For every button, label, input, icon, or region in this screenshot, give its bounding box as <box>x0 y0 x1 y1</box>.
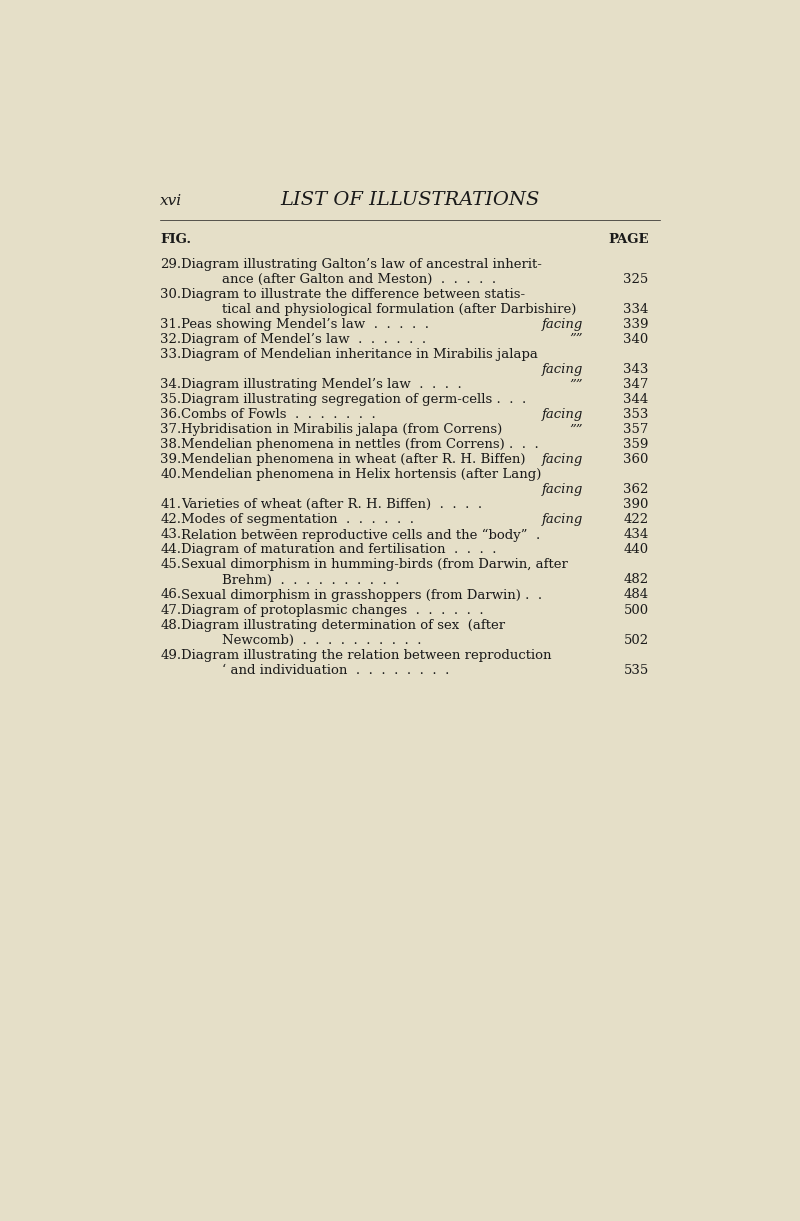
Text: 482: 482 <box>623 574 649 586</box>
Text: 344: 344 <box>623 393 649 407</box>
Text: 360: 360 <box>623 453 649 466</box>
Text: 334: 334 <box>623 303 649 316</box>
Text: 340: 340 <box>623 333 649 347</box>
Text: Mendelian phenomena in nettles (from Correns) .  .  .: Mendelian phenomena in nettles (from Cor… <box>182 438 539 452</box>
Text: Diagram of maturation and fertilisation  .  .  .  .: Diagram of maturation and fertilisation … <box>182 543 497 557</box>
Text: 339: 339 <box>623 319 649 331</box>
Text: tical and physiological formulation (after Darbishire): tical and physiological formulation (aft… <box>222 303 577 316</box>
Text: 32.: 32. <box>161 333 182 347</box>
Text: Mendelian phenomena in Helix hortensis (after Lang): Mendelian phenomena in Helix hortensis (… <box>182 469 542 481</box>
Text: 343: 343 <box>623 364 649 376</box>
Text: ””: ”” <box>570 379 583 391</box>
Text: Peas showing Mendel’s law  .  .  .  .  .: Peas showing Mendel’s law . . . . . <box>182 319 430 331</box>
Text: Diagram illustrating Mendel’s law  .  .  .  .: Diagram illustrating Mendel’s law . . . … <box>182 379 462 391</box>
Text: Brehm)  .  .  .  .  .  .  .  .  .  .: Brehm) . . . . . . . . . . <box>222 574 400 586</box>
Text: 48.: 48. <box>161 619 182 631</box>
Text: 43.: 43. <box>161 529 182 541</box>
Text: 45.: 45. <box>161 558 182 571</box>
Text: facing: facing <box>542 364 583 376</box>
Text: facing: facing <box>542 319 583 331</box>
Text: Diagram to illustrate the difference between statis-: Diagram to illustrate the difference bet… <box>182 288 526 302</box>
Text: 34.: 34. <box>161 379 182 391</box>
Text: Diagram illustrating Galton’s law of ancestral inherit-: Diagram illustrating Galton’s law of anc… <box>182 258 542 271</box>
Text: 42.: 42. <box>161 513 182 526</box>
Text: 440: 440 <box>623 543 649 557</box>
Text: LIST OF ILLUSTRATIONS: LIST OF ILLUSTRATIONS <box>280 192 540 209</box>
Text: 535: 535 <box>623 663 649 676</box>
Text: 31.: 31. <box>161 319 182 331</box>
Text: FIG.: FIG. <box>161 233 191 245</box>
Text: facing: facing <box>542 408 583 421</box>
Text: Diagram of protoplasmic changes  .  .  .  .  .  .: Diagram of protoplasmic changes . . . . … <box>182 603 484 617</box>
Text: 36.: 36. <box>161 408 182 421</box>
Text: 347: 347 <box>623 379 649 391</box>
Text: 359: 359 <box>623 438 649 452</box>
Text: 357: 357 <box>623 424 649 436</box>
Text: ‘ and individuation  .  .  .  .  .  .  .  .: ‘ and individuation . . . . . . . . <box>222 663 450 676</box>
Text: 40.: 40. <box>161 469 182 481</box>
Text: Diagram illustrating determination of sex  (after: Diagram illustrating determination of se… <box>182 619 506 631</box>
Text: 49.: 49. <box>161 648 182 662</box>
Text: Diagram illustrating the relation between reproduction: Diagram illustrating the relation betwee… <box>182 648 552 662</box>
Text: Hybridisation in Mirabilis jalapa (from Correns): Hybridisation in Mirabilis jalapa (from … <box>182 424 502 436</box>
Text: facing: facing <box>542 513 583 526</box>
Text: facing: facing <box>542 453 583 466</box>
Text: Combs of Fowls  .  .  .  .  .  .  .: Combs of Fowls . . . . . . . <box>182 408 376 421</box>
Text: Sexual dimorphism in grasshoppers (from Darwin) .  .: Sexual dimorphism in grasshoppers (from … <box>182 589 542 602</box>
Text: 41.: 41. <box>161 498 182 512</box>
Text: Mendelian phenomena in wheat (after R. H. Biffen): Mendelian phenomena in wheat (after R. H… <box>182 453 526 466</box>
Text: PAGE: PAGE <box>608 233 649 245</box>
Text: Diagram of Mendel’s law  .  .  .  .  .  .: Diagram of Mendel’s law . . . . . . <box>182 333 426 347</box>
Text: Sexual dimorphism in humming-birds (from Darwin, after: Sexual dimorphism in humming-birds (from… <box>182 558 568 571</box>
Text: 30.: 30. <box>161 288 182 302</box>
Text: 35.: 35. <box>161 393 182 407</box>
Text: 47.: 47. <box>161 603 182 617</box>
Text: 422: 422 <box>623 513 649 526</box>
Text: 46.: 46. <box>161 589 182 602</box>
Text: Diagram of Mendelian inheritance in Mirabilis jalapa: Diagram of Mendelian inheritance in Mira… <box>182 348 538 361</box>
Text: 38.: 38. <box>161 438 182 452</box>
Text: ””: ”” <box>570 424 583 436</box>
Text: 29.: 29. <box>161 258 182 271</box>
Text: 33.: 33. <box>161 348 182 361</box>
Text: 44.: 44. <box>161 543 182 557</box>
Text: 362: 362 <box>623 484 649 497</box>
Text: Diagram illustrating segregation of germ-cells .  .  .: Diagram illustrating segregation of germ… <box>182 393 526 407</box>
Text: 353: 353 <box>623 408 649 421</box>
Text: ance (after Galton and Meston)  .  .  .  .  .: ance (after Galton and Meston) . . . . . <box>222 274 497 286</box>
Text: Relation betwēen reproductive cells and the “body”  .: Relation betwēen reproductive cells and … <box>182 529 541 542</box>
Text: 500: 500 <box>623 603 649 617</box>
Text: Varieties of wheat (after R. H. Biffen)  .  .  .  .: Varieties of wheat (after R. H. Biffen) … <box>182 498 482 512</box>
Text: 390: 390 <box>623 498 649 512</box>
Text: Modes of segmentation  .  .  .  .  .  .: Modes of segmentation . . . . . . <box>182 513 414 526</box>
Text: 484: 484 <box>623 589 649 602</box>
Text: xvi: xvi <box>161 194 182 209</box>
Text: ””: ”” <box>570 333 583 347</box>
Text: Newcomb)  .  .  .  .  .  .  .  .  .  .: Newcomb) . . . . . . . . . . <box>222 634 422 647</box>
Text: 502: 502 <box>623 634 649 647</box>
Text: 325: 325 <box>623 274 649 286</box>
Text: 434: 434 <box>623 529 649 541</box>
Text: 39.: 39. <box>161 453 182 466</box>
Text: facing: facing <box>542 484 583 497</box>
Text: 37.: 37. <box>161 424 182 436</box>
